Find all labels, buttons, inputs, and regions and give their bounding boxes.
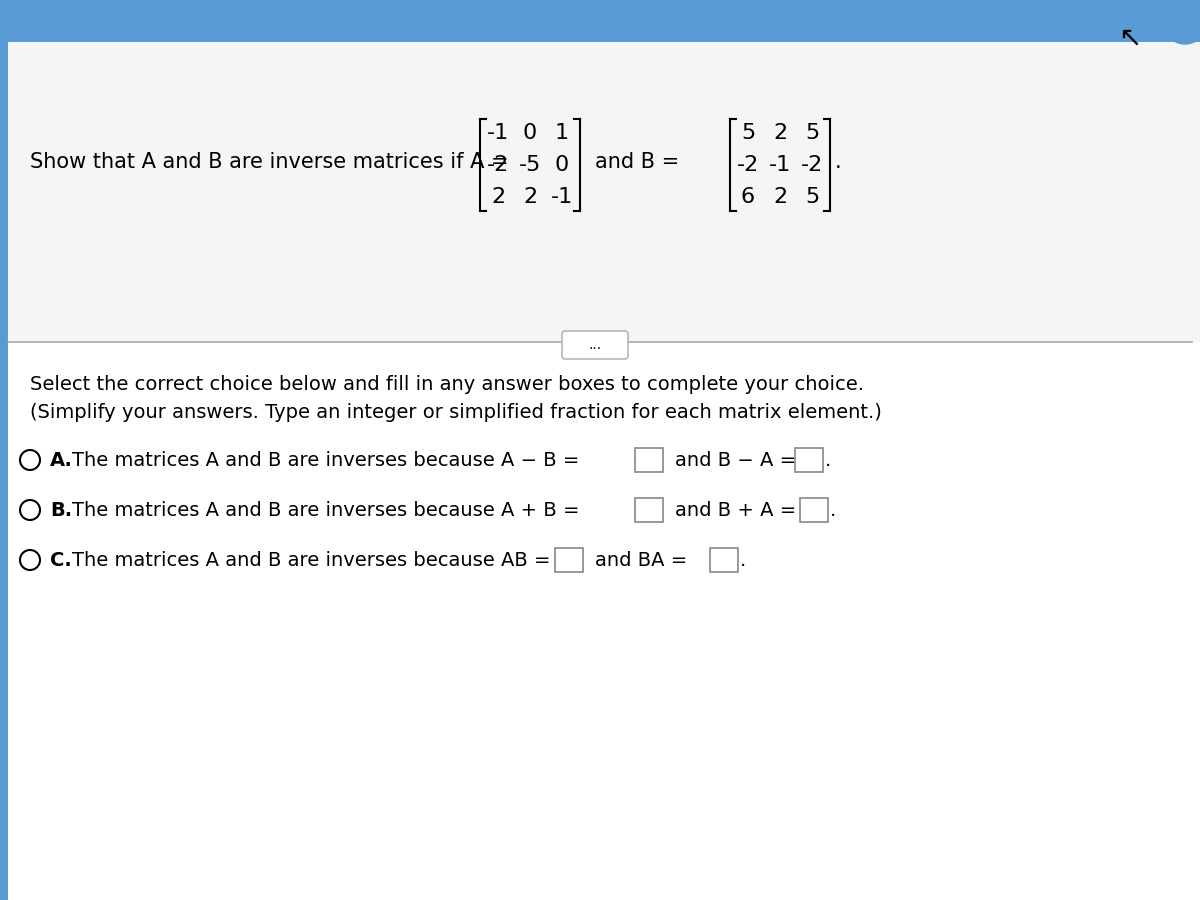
FancyBboxPatch shape bbox=[800, 498, 828, 522]
Text: .: . bbox=[835, 152, 841, 172]
Text: The matrices A and B are inverses because A + B =: The matrices A and B are inverses becaus… bbox=[72, 500, 580, 519]
FancyBboxPatch shape bbox=[0, 0, 1200, 42]
Text: and B =: and B = bbox=[595, 152, 679, 172]
FancyBboxPatch shape bbox=[8, 42, 1200, 342]
FancyBboxPatch shape bbox=[635, 498, 662, 522]
Text: C.: C. bbox=[50, 551, 72, 570]
Text: 5: 5 bbox=[805, 187, 820, 207]
FancyBboxPatch shape bbox=[554, 548, 583, 572]
Circle shape bbox=[20, 550, 40, 570]
FancyBboxPatch shape bbox=[562, 331, 628, 359]
Text: .: . bbox=[826, 451, 832, 470]
Text: B.: B. bbox=[50, 500, 72, 519]
Text: (Simplify your answers. Type an integer or simplified fraction for each matrix e: (Simplify your answers. Type an integer … bbox=[30, 403, 882, 422]
Text: and B − A =: and B − A = bbox=[674, 451, 796, 470]
Text: ...: ... bbox=[588, 338, 601, 352]
Text: 5: 5 bbox=[740, 123, 755, 143]
Text: 0: 0 bbox=[523, 123, 538, 143]
Text: 2: 2 bbox=[523, 187, 538, 207]
FancyBboxPatch shape bbox=[796, 448, 823, 472]
Text: 6: 6 bbox=[740, 187, 755, 207]
Circle shape bbox=[1163, 0, 1200, 44]
Text: Show that A and B are inverse matrices if A =: Show that A and B are inverse matrices i… bbox=[30, 152, 509, 172]
Circle shape bbox=[20, 450, 40, 470]
FancyBboxPatch shape bbox=[710, 548, 738, 572]
Text: .: . bbox=[740, 551, 746, 570]
Text: 2: 2 bbox=[491, 187, 505, 207]
Text: and B + A =: and B + A = bbox=[674, 500, 797, 519]
Text: Select the correct choice below and fill in any answer boxes to complete your ch: Select the correct choice below and fill… bbox=[30, 375, 864, 394]
Text: -1: -1 bbox=[769, 155, 791, 175]
Text: 0: 0 bbox=[554, 155, 569, 175]
Text: 5: 5 bbox=[805, 123, 820, 143]
Text: The matrices A and B are inverses because A − B =: The matrices A and B are inverses becaus… bbox=[72, 451, 580, 470]
Text: -2: -2 bbox=[737, 155, 760, 175]
FancyBboxPatch shape bbox=[0, 0, 8, 900]
Text: ↖: ↖ bbox=[1118, 24, 1141, 52]
FancyBboxPatch shape bbox=[8, 342, 1200, 900]
Circle shape bbox=[20, 500, 40, 520]
Text: -1: -1 bbox=[487, 123, 509, 143]
Text: -1: -1 bbox=[551, 187, 574, 207]
FancyBboxPatch shape bbox=[635, 448, 662, 472]
Text: .: . bbox=[830, 500, 836, 519]
Text: 2: 2 bbox=[773, 187, 787, 207]
Text: -2: -2 bbox=[800, 155, 823, 175]
Text: and BA =: and BA = bbox=[595, 551, 688, 570]
Text: The matrices A and B are inverses because AB =: The matrices A and B are inverses becaus… bbox=[72, 551, 551, 570]
Text: -5: -5 bbox=[518, 155, 541, 175]
Text: 2: 2 bbox=[773, 123, 787, 143]
Text: 1: 1 bbox=[554, 123, 569, 143]
Text: A.: A. bbox=[50, 451, 73, 470]
Text: -2: -2 bbox=[487, 155, 509, 175]
